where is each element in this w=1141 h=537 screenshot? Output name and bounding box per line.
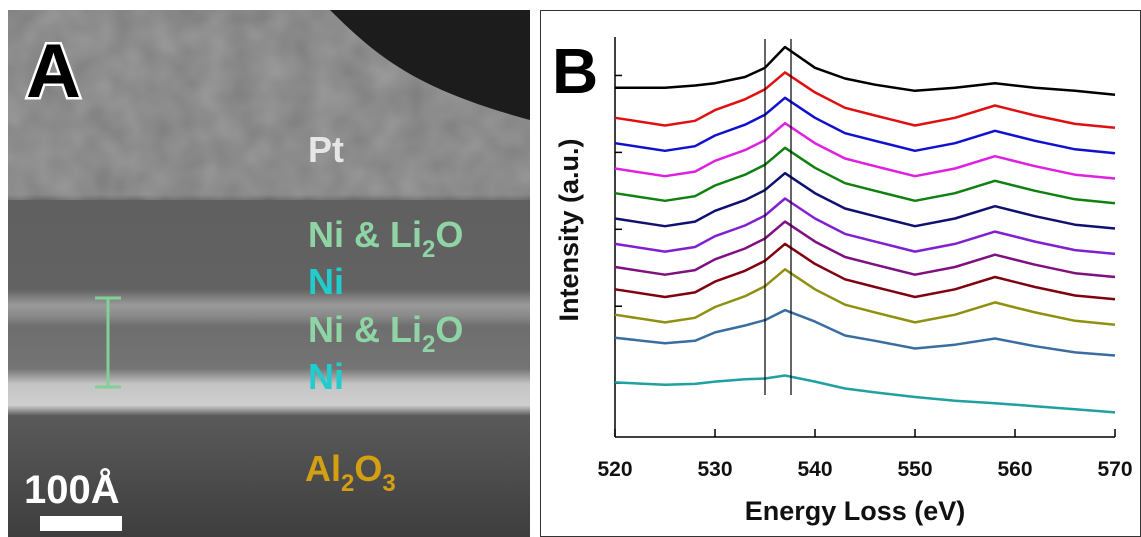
x-axis-label: Energy Loss (eV) [745,496,966,526]
spectrum [614,308,1116,357]
spectrum [614,374,1116,414]
plot: 520 530 540 550 560 570 [597,37,1133,481]
scale-bar [40,516,122,531]
x-tick-label: 550 [897,458,932,481]
spectrum [614,197,1116,256]
layer-label: Pt [308,129,344,170]
y-axis-label: Intensity (a.u.) [554,138,584,321]
layer-label: Ni [308,356,344,397]
layer-label: Ni [308,261,344,302]
panel-letter: A [26,29,81,114]
x-tick-label: 540 [797,458,832,481]
label-part: O [435,214,463,255]
subscript: 2 [341,470,354,497]
label-part: O [354,448,382,489]
x-tick-label: 530 [697,458,732,481]
spectrum [614,96,1116,155]
spectrum [614,146,1116,205]
x-tick-label: 560 [997,458,1032,481]
spectrum [614,268,1116,326]
spectrum [615,45,1116,96]
layer-label: Ni & Li2O [308,309,463,358]
label-part: Ni [308,261,344,302]
layer-label: Ni & Li2O [308,214,463,263]
micrograph [8,10,530,537]
x-tick-label: 520 [597,458,632,481]
label-part: O [435,309,463,350]
spectrum [614,71,1116,130]
subscript: 2 [422,236,435,263]
spectrum [614,121,1116,180]
label-part: Ni & Li [308,214,422,255]
spectrum [614,242,1116,301]
label-part: Al [305,448,341,489]
subscript: 3 [382,470,395,497]
panel-letter: B [552,35,598,107]
scale-label: 100Å [24,467,120,512]
subscript: 2 [422,331,435,358]
x-tick-label: 570 [1097,458,1132,481]
label-part: Ni & Li [308,309,422,350]
label-part: Ni [308,356,344,397]
label-part: Pt [308,129,344,170]
thickness-bar [95,296,121,389]
layer-label: Al2O3 [305,448,396,497]
spectrum [614,220,1116,279]
spectrum [614,171,1116,230]
